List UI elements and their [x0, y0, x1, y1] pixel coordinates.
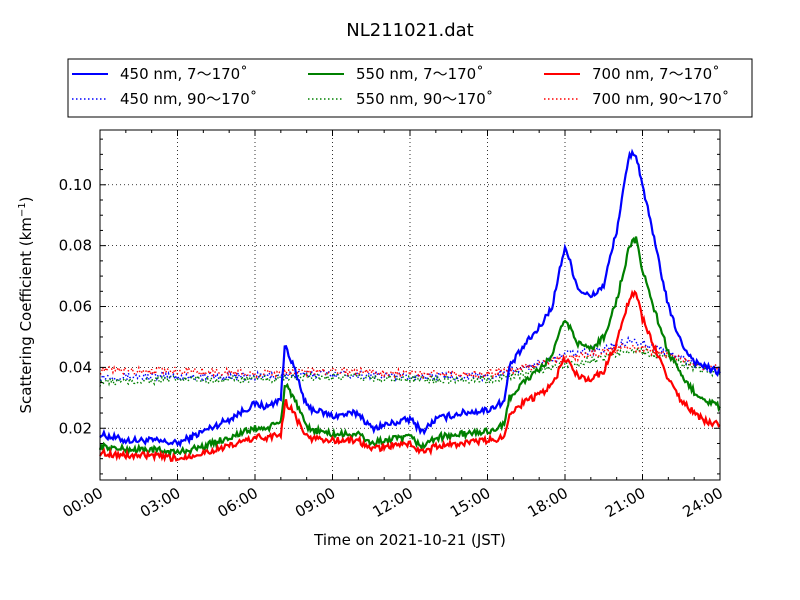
x-tick-label: 12:00 [370, 484, 416, 521]
y-axis-label: Scattering Coefficient (km−1) [17, 196, 35, 413]
y-axis-label-close: ) [17, 196, 35, 202]
axis-ticks: 00:00 03:00 06:00 09:00 12:00 15:00 18:00 21:00… [59, 130, 726, 521]
series-line [99, 346, 721, 387]
y-tick-label: 0.04 [59, 358, 92, 376]
y-tick-label: 0.02 [59, 419, 92, 437]
y-axis-label-main: Scattering Coefficient (km [17, 217, 35, 413]
legend-label: 550 nm, 90～170˚ [356, 90, 493, 108]
series-line [99, 148, 721, 448]
grid [100, 130, 720, 480]
chart-title: NL211021.dat [346, 20, 473, 41]
series-layer [98, 148, 721, 463]
y-tick-label: 0.06 [59, 298, 92, 316]
y-tick-label: 0.08 [59, 237, 92, 255]
x-tick-label: 15:00 [447, 484, 493, 521]
legend-label: 550 nm, 7～170˚ [356, 65, 484, 83]
y-tick-label: 0.10 [59, 176, 92, 194]
legend-box [67, 58, 753, 118]
x-tick-label: 06:00 [215, 484, 261, 521]
legend-label: 700 nm, 90～170˚ [592, 90, 729, 108]
y-axis-label-sup: −1 [17, 202, 28, 217]
legend: 450 nm, 7～170˚ 450 nm, 90～170˚ 550 nm, 7～1… [67, 58, 753, 118]
x-tick-label: 21:00 [602, 484, 648, 521]
x-tick-label: 24:00 [680, 484, 726, 521]
legend-label: 700 nm, 7～170˚ [592, 65, 720, 83]
legend-label: 450 nm, 90～170˚ [120, 90, 257, 108]
series-line [99, 343, 721, 380]
legend-label: 450 nm, 7～170˚ [120, 65, 248, 83]
x-axis-label: Time on 2021-10-21 (JST) [313, 531, 506, 549]
series-line [99, 289, 721, 463]
x-tick-label: 00:00 [60, 484, 106, 521]
x-tick-label: 03:00 [137, 484, 183, 521]
x-tick-label: 09:00 [292, 484, 338, 521]
x-tick-label: 18:00 [525, 484, 571, 521]
